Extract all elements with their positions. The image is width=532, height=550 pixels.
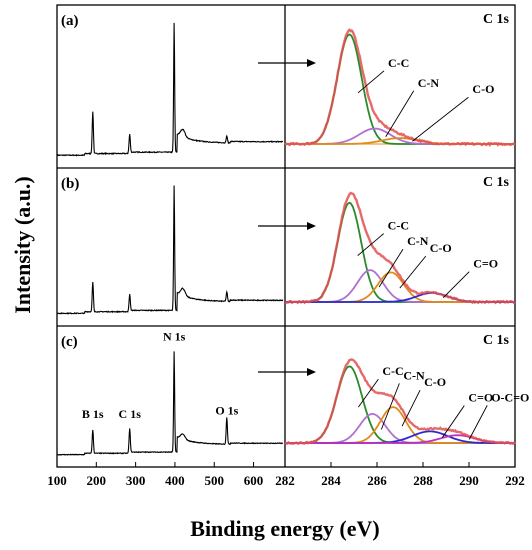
envelope-fit: [284, 191, 516, 305]
annotation-c-n: C-N: [418, 76, 440, 90]
survey-peak-label: C 1s: [119, 407, 142, 421]
envelope-fit: [284, 358, 516, 446]
annotation-c-o: C=O: [473, 257, 498, 271]
panel-a: (a) C-C C-N C-O C 1s: [56, 12, 516, 157]
c1s-tick-label: 284: [321, 473, 341, 488]
zoom-arrow-head: [307, 368, 316, 376]
survey-tick-label: 400: [165, 473, 185, 488]
survey-spectrum: [57, 185, 284, 315]
annotation-c-o: C-O: [472, 82, 494, 96]
c1s-tick-label: 288: [413, 473, 433, 488]
outer-frame: [56, 4, 516, 468]
annotation-c-n: C-N: [407, 234, 429, 248]
annotation-pointer: [378, 248, 404, 288]
c1s-tick-label: 290: [459, 473, 479, 488]
annotation-o-c-o: O-C=O: [491, 390, 529, 404]
survey-peak-label: N 1s: [163, 330, 186, 344]
zoom-arrow-head: [307, 222, 316, 230]
panel-label: (a): [61, 13, 79, 29]
annotation-pointer: [401, 390, 421, 427]
plot-frame: [56, 4, 516, 468]
annotation-pointer: [412, 96, 469, 142]
x-axis-label: Binding energy (eV): [190, 516, 379, 541]
annotation-pointer: [380, 383, 400, 430]
zoom-arrow-head: [307, 59, 316, 67]
c1s-title: C 1s: [483, 175, 510, 190]
x-axes: 100 200 300 400 500 600 282 284 286 288 290 292: [47, 462, 525, 488]
c1s-tick-label: 282: [275, 473, 295, 488]
y-axis-label: Intensity (a.u.): [10, 176, 35, 314]
annotation-c-c: C-C: [382, 364, 403, 378]
survey-tick-label: 500: [204, 473, 224, 488]
c1s-title: C 1s: [483, 12, 510, 27]
annotation-c-o: C=O: [468, 391, 493, 405]
panel-label: (c): [61, 334, 78, 350]
envelope-fit: [284, 28, 516, 148]
panel-b: (b) C-CC-NC-O C=O C 1s: [57, 175, 516, 315]
survey-tick-label: 300: [126, 473, 146, 488]
annotation-c-n: C-N: [403, 368, 425, 382]
annotation-pointer: [399, 255, 427, 289]
component-c-n: [285, 127, 515, 145]
c1s-title: C 1s: [483, 333, 510, 348]
survey-peak-label: B 1s: [82, 407, 104, 421]
annotation-pointer: [385, 90, 415, 138]
annotation-pointer: [357, 70, 385, 94]
survey-tick-label: 600: [244, 473, 264, 488]
c1s-tick-label: 292: [505, 473, 525, 488]
annotation-pointer: [357, 233, 384, 256]
panel-c: B 1s C 1s N 1s O 1s (c) C-C C-N C-O C=OO-C=O C 1s: [56, 330, 529, 456]
panel-label: (b): [61, 176, 79, 192]
annotation-c-c: C-C: [388, 219, 409, 233]
annotation-pointer: [441, 405, 465, 438]
survey-spectrum: [56, 351, 284, 456]
annotation-c-o: C-O: [430, 241, 452, 255]
annotation-pointer: [468, 405, 488, 440]
survey-spectrum: [56, 22, 284, 157]
annotation-c-o: C-O: [424, 375, 446, 389]
survey-tick-label: 200: [87, 473, 107, 488]
annotation-pointer: [442, 271, 470, 299]
survey-peak-label: O 1s: [215, 403, 238, 417]
annotation-pointer: [358, 378, 379, 408]
c1s-tick-label: 286: [367, 473, 387, 488]
survey-tick-label: 100: [47, 473, 67, 488]
annotation-c-c: C-C: [388, 56, 409, 70]
panels: (a)C-CC-N C-OC 1s(b)C-CC-NC-OC=OC 1sB 1s C…: [56, 12, 529, 456]
